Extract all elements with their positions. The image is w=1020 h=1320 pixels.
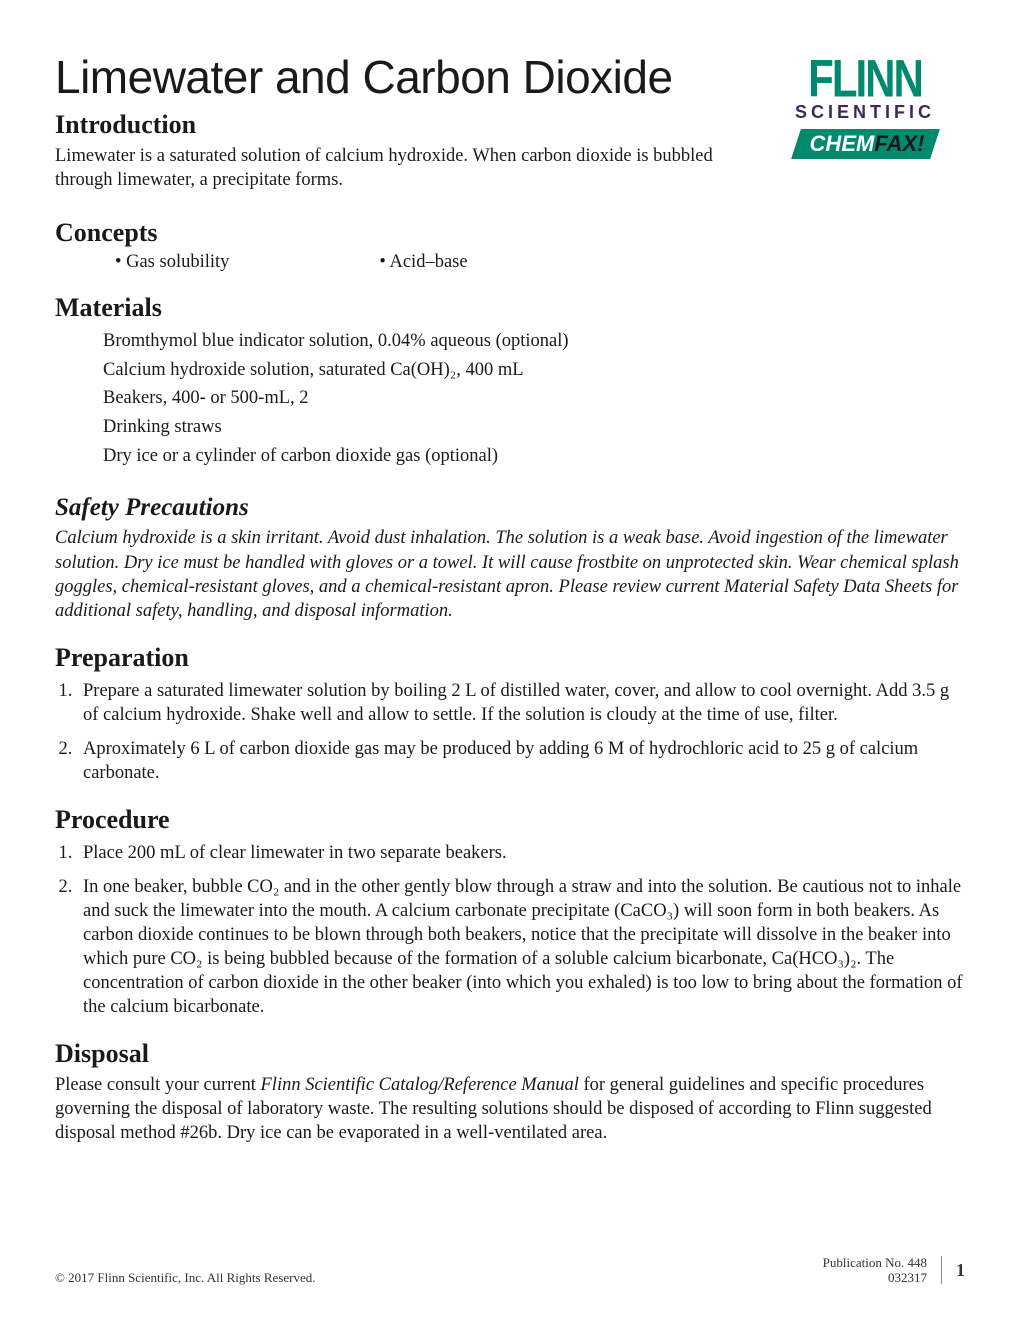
concept-item: • Acid–base xyxy=(379,252,467,273)
publication-info: Publication No. 448 032317 xyxy=(823,1255,927,1286)
proc-step: Place 200 mL of clear limewater in two s… xyxy=(77,841,965,865)
footer-divider xyxy=(941,1256,942,1284)
disposal-heading: Disposal xyxy=(55,1039,965,1069)
intro-body: Limewater is a saturated solution of cal… xyxy=(55,144,745,192)
preparation-list: Prepare a saturated limewater solution b… xyxy=(55,679,965,785)
document-title: Limewater and Carbon Dioxide xyxy=(55,50,745,104)
material-item: Dry ice or a cylinder of carbon dioxide … xyxy=(103,442,965,471)
flinn-wordmark: FLINN xyxy=(765,53,965,106)
safety-body: Calcium hydroxide is a skin irritant. Av… xyxy=(55,526,965,622)
page-footer: © 2017 Flinn Scientific, Inc. All Rights… xyxy=(55,1255,965,1286)
materials-heading: Materials xyxy=(55,293,965,323)
page: Limewater and Carbon Dioxide Introductio… xyxy=(0,0,1020,1320)
prep-step: Aproximately 6 L of carbon dioxide gas m… xyxy=(77,737,965,785)
concept-item: • Gas solubility xyxy=(115,252,229,273)
catalog-reference: Flinn Scientific Catalog/Reference Manua… xyxy=(261,1075,579,1095)
procedure-heading: Procedure xyxy=(55,805,965,835)
material-item: Bromthymol blue indicator solution, 0.04… xyxy=(103,327,965,356)
header-row: Limewater and Carbon Dioxide Introductio… xyxy=(55,50,965,198)
footer-right: Publication No. 448 032317 1 xyxy=(823,1255,965,1286)
copyright-text: © 2017 Flinn Scientific, Inc. All Rights… xyxy=(55,1270,315,1286)
disposal-body: Please consult your current Flinn Scient… xyxy=(55,1073,965,1145)
proc-step: In one beaker, bubble CO₂ and in the oth… xyxy=(77,875,965,1019)
chemfax-badge: CHEMFAX! xyxy=(796,129,935,159)
publication-number: Publication No. 448 xyxy=(823,1255,927,1271)
material-item: Beakers, 400- or 500-mL, 2 xyxy=(103,384,965,413)
intro-heading: Introduction xyxy=(55,110,745,140)
procedure-list: Place 200 mL of clear limewater in two s… xyxy=(55,841,965,1019)
preparation-heading: Preparation xyxy=(55,643,965,673)
page-number: 1 xyxy=(956,1260,965,1281)
flinn-logo: FLINN SCIENTIFIC CHEMFAX! xyxy=(765,50,965,159)
title-block: Limewater and Carbon Dioxide Introductio… xyxy=(55,50,765,198)
concepts-list: • Gas solubility • Acid–base xyxy=(55,252,965,273)
prep-step: Prepare a saturated limewater solution b… xyxy=(77,679,965,727)
chemfax-text: CHEMFAX! xyxy=(796,131,935,156)
material-item: Calcium hydroxide solution, saturated Ca… xyxy=(103,356,965,385)
safety-heading: Safety Precautions xyxy=(55,494,965,522)
date-code: 032317 xyxy=(823,1270,927,1286)
materials-list: Bromthymol blue indicator solution, 0.04… xyxy=(55,327,965,470)
concepts-heading: Concepts xyxy=(55,218,965,248)
material-item: Drinking straws xyxy=(103,413,965,442)
disposal-pre: Please consult your current xyxy=(55,1075,261,1095)
